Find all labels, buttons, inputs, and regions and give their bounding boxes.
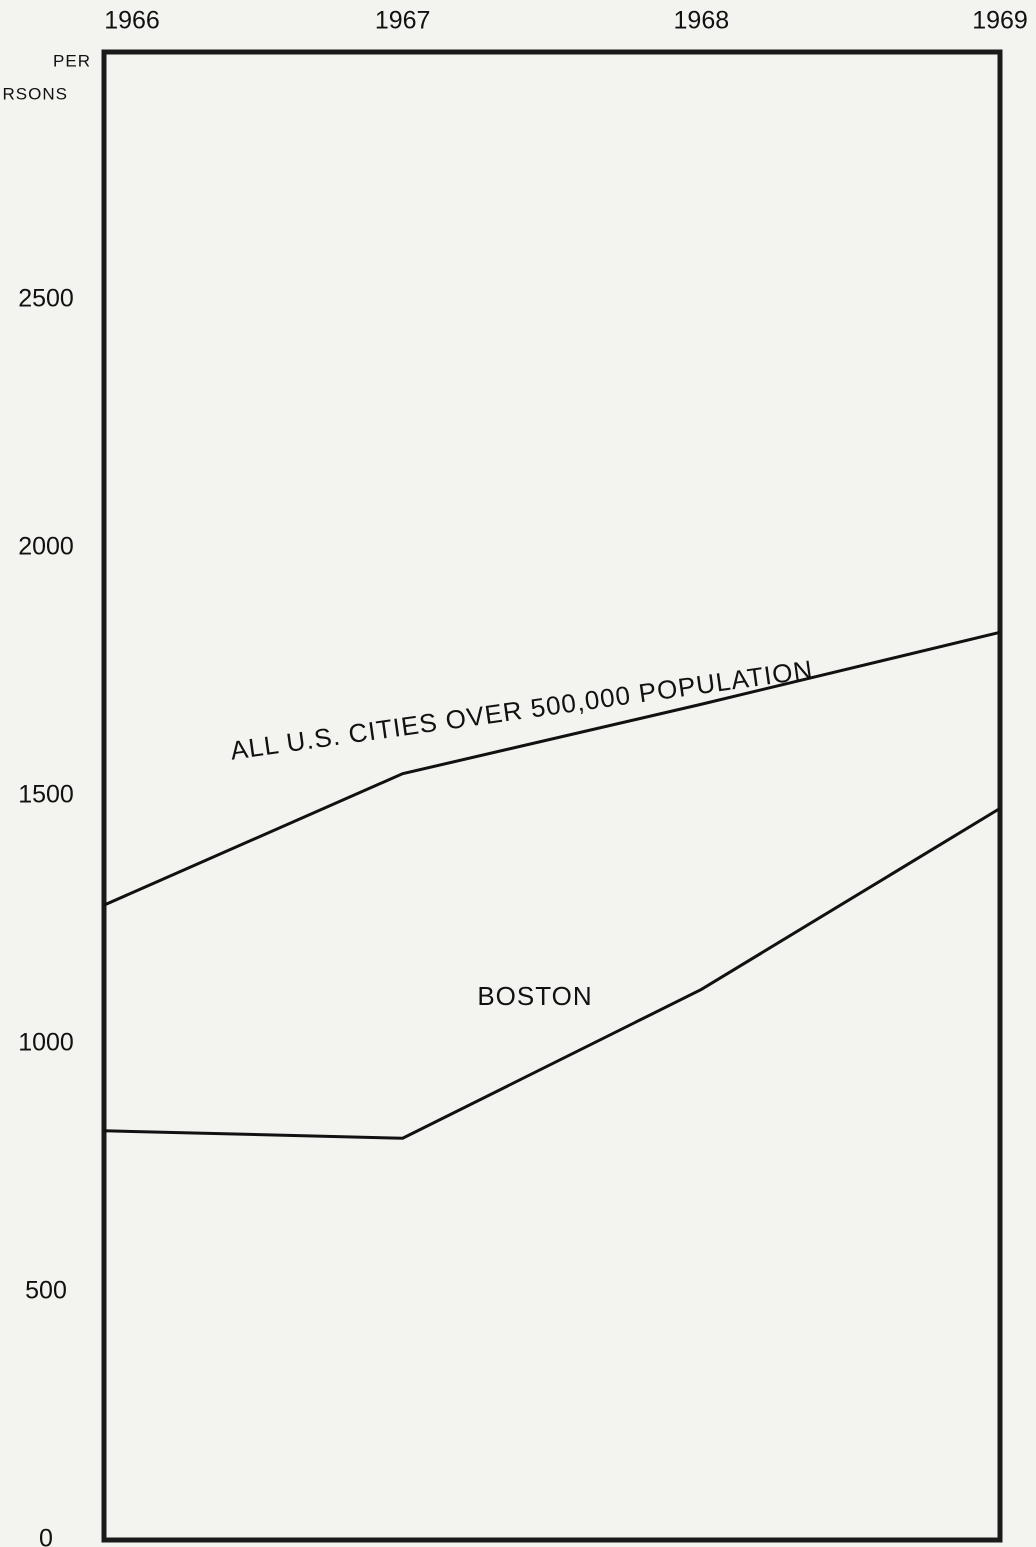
x-tick-label: 1967 xyxy=(375,7,431,35)
y-tick-label: 1000 xyxy=(18,1029,74,1057)
series-label: BOSTON xyxy=(477,981,592,1011)
series-line xyxy=(103,630,1001,907)
plot-frame xyxy=(101,49,1003,1543)
y-axis-label: PER xyxy=(53,51,91,70)
series-line xyxy=(103,807,1001,1140)
x-tick-label: 1969 xyxy=(972,7,1028,35)
y-tick-label: 500 xyxy=(25,1277,67,1305)
y-tick-label: 1500 xyxy=(18,781,74,809)
y-tick-label: 2000 xyxy=(18,533,74,561)
y-axis-label: RSONS xyxy=(3,84,68,103)
x-tick-label: 1968 xyxy=(674,7,730,35)
x-tick-label: 1966 xyxy=(104,7,160,35)
y-tick-label: 0 xyxy=(39,1525,53,1547)
y-tick-label: 2500 xyxy=(18,285,74,313)
